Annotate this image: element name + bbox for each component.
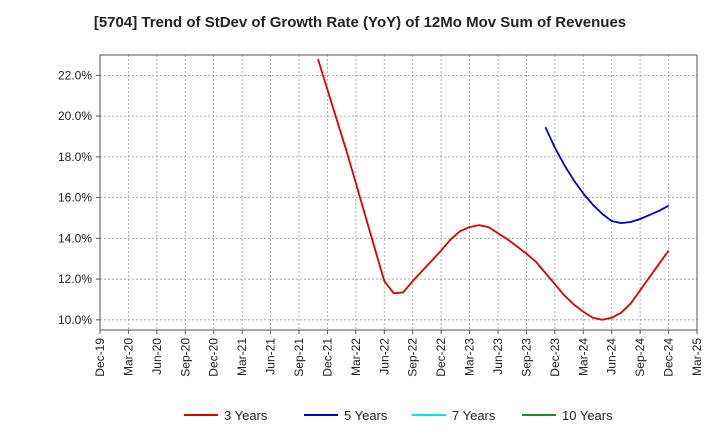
horizontal-gridlines xyxy=(100,74,697,321)
legend-label-3-years: 3 Years xyxy=(224,408,268,423)
legend-label-5-years: 5 Years xyxy=(344,408,388,423)
x-tick-label: Jun-22 xyxy=(377,338,391,375)
x-tick-label: Jun-24 xyxy=(605,338,619,375)
x-tick-label: Mar-20 xyxy=(121,338,135,376)
chart-title: [5704] Trend of StDev of Growth Rate (Yo… xyxy=(93,14,627,31)
x-tick-label: Dec-21 xyxy=(320,338,334,377)
x-tick-label: Sep-24 xyxy=(633,338,647,377)
y-tick-label: 14.0% xyxy=(58,231,92,245)
x-tick-label: Sep-22 xyxy=(406,338,420,377)
plot-frame xyxy=(99,54,698,331)
y-axis: 10.0% 12.0% 14.0% 16.0% 18.0% 20.0% 22.0% xyxy=(58,68,100,327)
x-tick-label: Sep-23 xyxy=(519,338,533,377)
x-tick-label: Dec-24 xyxy=(662,338,676,377)
x-tick-label: Mar-25 xyxy=(690,338,704,376)
series-line-5-years xyxy=(544,126,670,225)
x-tick-label: Dec-23 xyxy=(548,338,562,377)
plot-area xyxy=(100,55,697,330)
y-tick-label: 22.0% xyxy=(58,68,92,82)
x-tick-label: Jun-23 xyxy=(491,338,505,375)
y-tick-label: 18.0% xyxy=(58,150,92,164)
x-tick-label: Sep-20 xyxy=(178,338,192,377)
legend: 3 Years 5 Years 7 Years 10 Years xyxy=(184,408,613,423)
x-tick-label: Jun-20 xyxy=(150,338,164,375)
y-tick-label: 20.0% xyxy=(58,109,92,123)
series-line-3-years xyxy=(317,58,670,321)
x-tick-label: Dec-22 xyxy=(434,338,448,377)
x-tick-label: Dec-20 xyxy=(207,338,221,377)
legend-label-10-years: 10 Years xyxy=(562,408,613,423)
x-tick-label: Mar-21 xyxy=(235,338,249,376)
y-tick-label: 10.0% xyxy=(58,313,92,327)
x-tick-label: Mar-22 xyxy=(349,338,363,376)
x-tick-label: Dec-19 xyxy=(93,338,107,377)
legend-label-7-years: 7 Years xyxy=(452,408,496,423)
x-axis: Dec-19 Mar-20 Jun-20 Sep-20 Dec-20 Mar-21 Jun-… xyxy=(93,330,704,377)
x-tick-label: Mar-23 xyxy=(463,338,477,376)
x-tick-label: Jun-21 xyxy=(264,338,278,375)
series-lines xyxy=(317,58,670,321)
x-tick-label: Mar-24 xyxy=(576,338,590,376)
y-tick-label: 12.0% xyxy=(58,272,92,286)
y-tick-label: 16.0% xyxy=(58,191,92,205)
x-tick-label: Sep-21 xyxy=(292,338,306,377)
